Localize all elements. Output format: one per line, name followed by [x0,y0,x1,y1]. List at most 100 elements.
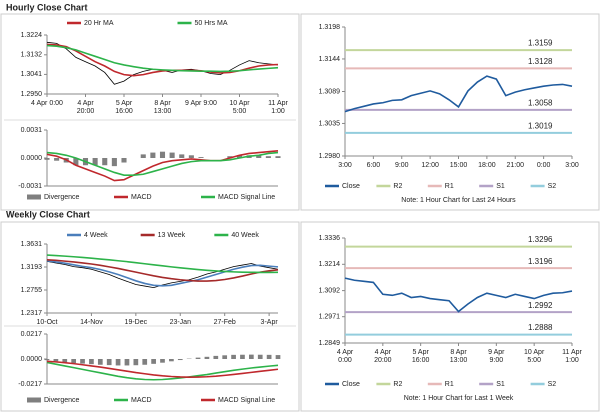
level-label: 1.3019 [528,122,553,131]
legend-label: R2 [393,183,402,190]
level-label-bg [526,39,554,49]
x-tick-label: 5 Apr 16:00 [115,100,133,115]
y-tick-label: 0.0031 [21,127,43,134]
legend-label: S1 [496,381,505,388]
bar [140,154,146,158]
x-tick-label: 10 Apr 5:00 [229,100,250,115]
level-label: 1.3058 [528,98,553,107]
bar [177,359,183,361]
legend-label: 40 Week [231,232,259,239]
x-tick-label: 4 Apr 0:00 [336,349,354,364]
level-label-bg [526,323,554,333]
x-tick-label: 9:00 [394,162,409,169]
legend-swatch [27,194,41,200]
x-tick-label: 14-Nov [80,319,103,326]
chart-note: Note: 1 Hour Chart for Last 1 Week [404,395,514,402]
series-line [46,44,279,73]
panel-border [0,221,300,412]
bar [89,359,94,365]
y-tick-label: 1.3035 [319,120,341,127]
x-tick-label: 4 Apr 20:00 [76,100,95,115]
legend-label: 13 Week [158,232,186,239]
series-line [46,149,279,182]
x-tick-label: 11 Apr 1:00 [562,349,582,364]
bar [53,359,59,362]
series-line [46,259,279,282]
level-label: 1.3196 [528,257,553,266]
level-label: 1.2888 [528,323,553,332]
level-label-bg [526,98,554,108]
x-tick-label: 19-Dec [124,319,148,326]
x-tick-label: 8 Apr 13:00 [449,349,468,364]
y-tick-label: 1.3041 [21,71,43,78]
bar [227,156,233,158]
y-tick-label: 1.2971 [319,314,341,321]
y-tick-label: 1.3193 [21,264,43,271]
bar [169,152,175,158]
x-tick-label: 6:00 [366,162,381,169]
legend-label: R1 [445,381,454,388]
x-tick-label: 12:00 [421,162,439,169]
bar [266,354,272,359]
series-line [46,151,279,176]
bar [275,355,281,359]
y-tick-label: 1.3198 [319,24,341,31]
bar [236,155,243,158]
bar [54,158,60,161]
y-tick-label: 1.2317 [21,310,43,317]
level-label: 1.3128 [528,57,553,66]
series-line [46,254,279,274]
x-tick-label: 8 Apr 13:00 [153,100,172,115]
bar [159,151,166,158]
legend-label: S2 [548,183,557,190]
bar [115,359,121,366]
legend-label: 4 Week [84,232,108,239]
x-tick-label: 0:00 [536,162,551,169]
x-tick-label: 5 Apr 16:00 [411,349,430,364]
bar [44,359,50,361]
y-tick-label: 1.3092 [319,287,341,294]
bar [265,156,271,158]
y-tick-label: 1.3144 [319,56,341,63]
bar [179,154,185,158]
bar [231,354,236,359]
bar [257,354,263,359]
legend-label: S2 [548,381,557,388]
x-tick-label: 4 Apr 0:00 [31,100,63,107]
legend-label: R2 [393,381,402,388]
x-tick-label: 3:00 [338,162,352,169]
y-tick-label: 1.3631 [21,241,43,248]
price-line [46,41,279,85]
y-tick-label: 1.3214 [319,261,341,268]
bar [71,359,77,364]
bar [151,359,156,364]
legend-label: MACD [131,194,152,201]
bar [188,155,194,158]
level-label-bg [526,235,554,245]
y-tick-label: 1.3089 [319,88,341,95]
series-line [46,361,279,381]
bar [142,359,148,365]
y-tick-label: 0.0000 [21,356,43,363]
bar [102,158,108,166]
level-label-bg [526,301,554,311]
x-tick-label: 10-Oct [36,319,58,326]
section-title: Hourly Close Chart [6,2,88,12]
legend-label: MACD Signal Line [218,397,275,404]
series-line [344,75,573,113]
bar [133,359,139,366]
legend-label: S1 [496,183,505,190]
y-tick-label: 1.2950 [21,91,43,98]
panel-border [300,221,600,412]
bar [248,354,254,359]
x-tick-label: 21:00 [506,162,525,169]
legend-label: MACD Signal Line [218,194,275,201]
bar [198,157,204,158]
bar [195,357,201,359]
x-tick-label: 3-Apr [260,319,278,326]
bar [204,356,210,359]
bar [240,354,245,359]
bar [121,158,127,163]
y-tick-label: 1.2755 [21,287,43,294]
